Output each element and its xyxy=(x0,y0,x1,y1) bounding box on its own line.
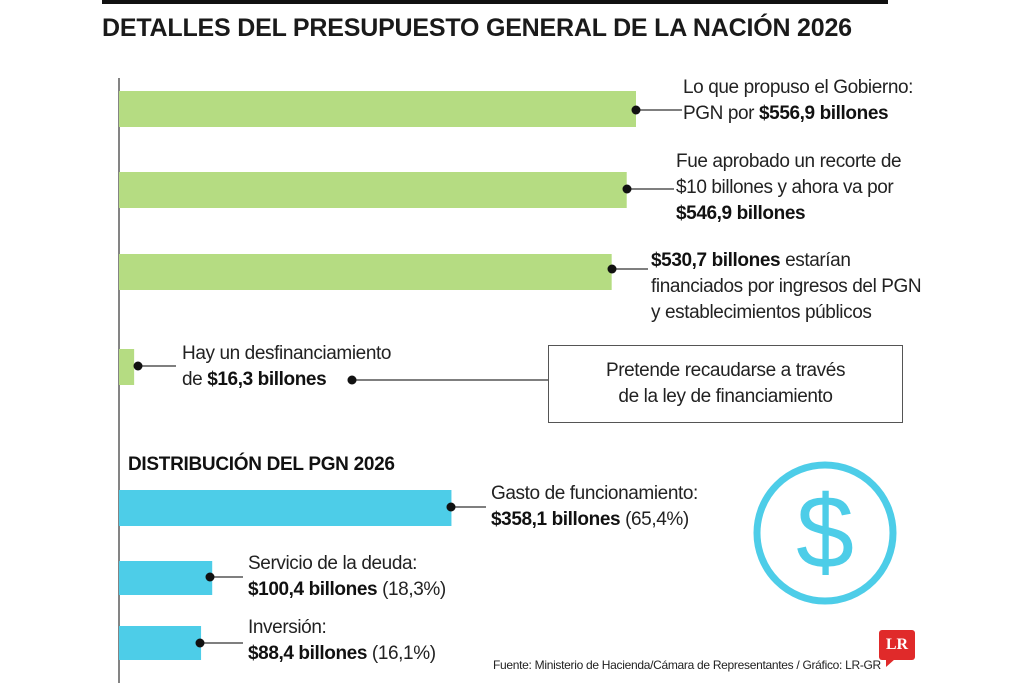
connector-dot xyxy=(607,264,617,274)
label-financiado-line2: financiados por ingresos del PGN xyxy=(651,276,922,297)
label-gobierno-value: $556,9 billones xyxy=(759,103,889,124)
label-funcionamiento-value: $358,1 billones xyxy=(491,509,621,530)
label-inversion-value: $88,4 billones xyxy=(248,643,368,664)
financing-note-line1: Pretende recaudarse a través xyxy=(605,360,846,381)
page-title: DETALLES DEL PRESUPUESTO GENERAL DE LA N… xyxy=(102,14,852,42)
label-deuda-pct: (18,3%) xyxy=(377,579,446,600)
distribution-bar xyxy=(119,490,452,526)
label-desfinanciamiento-value: $16,3 billones xyxy=(207,369,327,390)
lr-logo: LR xyxy=(879,630,915,667)
financing-note-line2: de la ley de financiamiento xyxy=(618,386,833,407)
label-deuda-line1: Servicio de la deuda: xyxy=(248,553,418,574)
source-note: Fuente: Ministerio de Hacienda/Cámara de… xyxy=(493,658,881,672)
budget-bar xyxy=(119,254,612,290)
label-funcionamiento: Gasto de funcionamiento: $358,1 billones… xyxy=(491,481,698,533)
budget-bar xyxy=(119,91,636,127)
label-inversion-line1: Inversión: xyxy=(248,617,327,638)
label-desfinanciamiento-line1: Hay un desfinanciamiento xyxy=(182,343,392,364)
distribution-bar xyxy=(119,561,213,595)
label-inversion: Inversión: $88,4 billones (16,1%) xyxy=(248,615,436,667)
label-desfinanciamiento-line2: de $16,3 billones xyxy=(182,369,327,390)
label-desfinanciamiento: Hay un desfinanciamiento de $16,3 billon… xyxy=(182,341,391,393)
label-deuda-value: $100,4 billones xyxy=(248,579,378,600)
label-funcionamiento-line1: Gasto de funcionamiento: xyxy=(491,483,698,504)
label-gobierno-line2: PGN por $556,9 billones xyxy=(683,103,889,124)
section-title: DISTRIBUCIÓN DEL PGN 2026 xyxy=(128,454,395,475)
lr-logo-text: LR xyxy=(879,630,915,660)
label-financiado: $530,7 billones estarían financiados por… xyxy=(651,248,922,326)
label-gobierno-line1: Lo que propuso el Gobierno: xyxy=(683,77,914,98)
label-inversion-pct: (16,1%) xyxy=(367,643,436,664)
label-financiado-line3: y establecimientos públicos xyxy=(651,302,872,323)
budget-bar xyxy=(119,172,627,208)
label-financiado-value: $530,7 billones xyxy=(651,250,781,271)
budget-bar xyxy=(119,349,135,385)
connector-dot xyxy=(195,638,205,648)
distribution-bar xyxy=(119,626,202,660)
label-aprobado-line1: Fue aprobado un recorte de xyxy=(676,151,902,172)
financing-note-box: Pretende recaudarse a través de la ley d… xyxy=(548,345,903,423)
connector-dot xyxy=(446,502,456,512)
label-aprobado-line2: $10 billones y ahora va por xyxy=(676,177,894,198)
label-gobierno: Lo que propuso el Gobierno: PGN por $556… xyxy=(683,75,913,127)
dollar-icon: $ xyxy=(753,461,897,605)
connector-dot xyxy=(347,375,357,385)
connector-dot xyxy=(622,184,632,194)
connector-dot xyxy=(631,105,641,115)
label-funcionamiento-pct: (65,4%) xyxy=(620,509,689,530)
label-deuda: Servicio de la deuda: $100,4 billones (1… xyxy=(248,551,446,603)
label-financiado-line1: $530,7 billones estarían xyxy=(651,250,851,271)
title-rule xyxy=(102,0,888,4)
label-aprobado-value: $546,9 billones xyxy=(676,203,806,224)
label-aprobado: Fue aprobado un recorte de $10 billones … xyxy=(676,149,902,227)
connector-dot xyxy=(133,361,143,371)
connector-dot xyxy=(205,572,215,582)
svg-text:$: $ xyxy=(796,475,854,591)
